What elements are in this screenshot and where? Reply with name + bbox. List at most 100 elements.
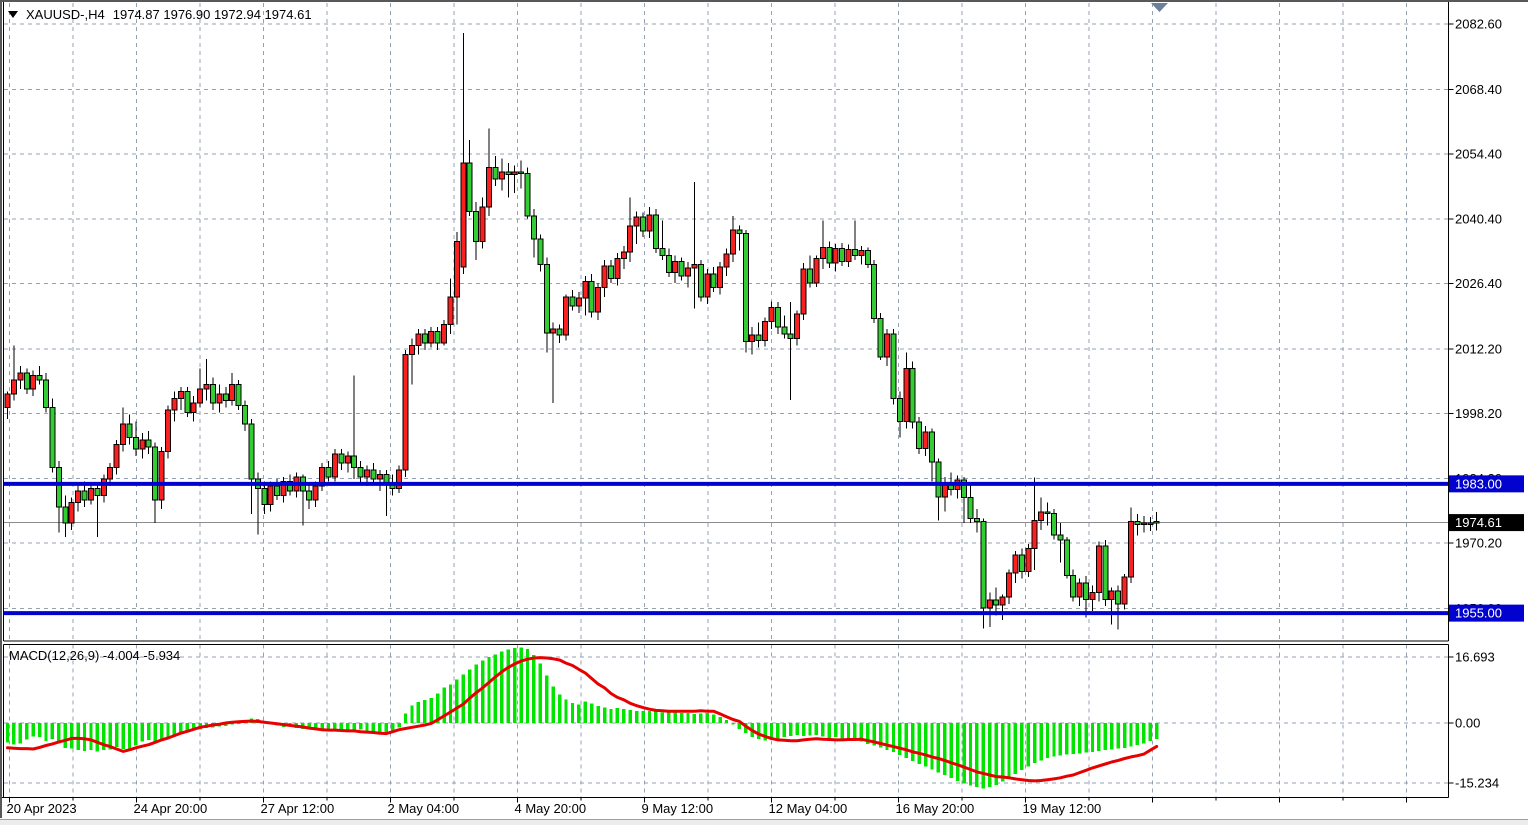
candle xyxy=(338,449,345,471)
macd-signal-line xyxy=(6,656,1159,783)
candle xyxy=(620,246,627,270)
candle xyxy=(633,211,640,244)
candle xyxy=(434,326,441,350)
candle xyxy=(87,483,94,505)
candle xyxy=(306,483,313,510)
chart-shift-marker-icon[interactable] xyxy=(1151,3,1168,12)
candles xyxy=(4,33,1160,630)
indicator-tick-label: -15.234 xyxy=(1455,776,1499,791)
candle xyxy=(1089,585,1096,611)
candle xyxy=(1025,543,1032,578)
candle xyxy=(415,329,422,355)
candle xyxy=(473,202,480,260)
candle xyxy=(749,326,756,355)
candle xyxy=(1102,540,1109,607)
candle xyxy=(10,345,17,401)
candle xyxy=(235,379,242,410)
candle xyxy=(498,158,505,191)
symbol-dropdown-icon[interactable] xyxy=(8,11,18,18)
candle xyxy=(928,428,935,482)
candle xyxy=(1115,585,1122,630)
candle xyxy=(1153,512,1160,531)
macd-indicator-label: MACD(12,26,9) -4.004 -5.934 xyxy=(9,648,181,663)
candle xyxy=(1044,502,1051,526)
svg-text:1983.00: 1983.00 xyxy=(1455,476,1502,491)
candle xyxy=(158,446,165,510)
candle xyxy=(607,259,614,284)
candle xyxy=(819,220,826,270)
candle xyxy=(261,481,268,514)
candle xyxy=(209,377,216,410)
chart-title: XAUUSD-,H4 1974.87 1976.90 1972.94 1974.… xyxy=(8,7,312,22)
candle xyxy=(755,322,762,348)
candle xyxy=(563,294,570,341)
candle xyxy=(1031,477,1038,571)
candle xyxy=(999,594,1006,621)
price-tick-label: 1970.20 xyxy=(1455,535,1502,550)
time-tick-label: 2 May 04:00 xyxy=(388,801,460,816)
candle xyxy=(1050,509,1057,540)
candle xyxy=(896,391,903,438)
candle xyxy=(43,373,50,413)
candle xyxy=(845,244,852,267)
candle xyxy=(1147,517,1154,531)
candle xyxy=(781,315,788,339)
candle xyxy=(890,329,897,405)
candle xyxy=(511,165,518,193)
candle xyxy=(1057,523,1064,563)
candle xyxy=(659,220,666,260)
candle xyxy=(344,451,351,473)
candle xyxy=(575,292,582,314)
candle xyxy=(1018,548,1025,579)
candle xyxy=(685,262,692,288)
time-tick-label: 19 May 12:00 xyxy=(1023,801,1102,816)
candle xyxy=(672,255,679,284)
candle xyxy=(710,266,717,293)
svg-text:1974.61: 1974.61 xyxy=(1455,515,1502,530)
candle xyxy=(1095,541,1102,602)
window-left-edge xyxy=(0,0,2,818)
candle xyxy=(1038,497,1045,531)
candle xyxy=(331,449,338,482)
candle xyxy=(49,398,56,473)
candle xyxy=(1108,587,1115,625)
candle xyxy=(909,361,916,429)
horizontal-levels xyxy=(4,481,1449,616)
candle xyxy=(717,262,724,295)
candle xyxy=(1063,536,1070,579)
candle xyxy=(839,242,846,266)
candle xyxy=(922,426,929,457)
candle xyxy=(697,259,704,302)
candle xyxy=(973,509,980,533)
candle xyxy=(139,433,146,459)
price-tick-label: 2054.40 xyxy=(1455,147,1502,162)
candle xyxy=(871,259,878,324)
candle xyxy=(884,329,891,367)
candle xyxy=(370,463,377,484)
candle xyxy=(742,229,749,353)
candle xyxy=(441,319,448,346)
candle xyxy=(665,248,672,278)
symbol-timeframe-label: XAUUSD-,H4 xyxy=(26,7,105,22)
price-tick-label: 2082.60 xyxy=(1455,17,1502,32)
candle xyxy=(68,497,75,531)
time-tick-label: 27 Apr 12:00 xyxy=(261,801,335,816)
candle xyxy=(145,430,152,454)
time-axis[interactable]: 20 Apr 2023 24 Apr 20:00 27 Apr 12:00 2 May… xyxy=(7,797,1407,817)
candle xyxy=(113,439,120,475)
candle xyxy=(197,368,204,408)
candle xyxy=(903,352,910,429)
candle xyxy=(120,407,127,452)
candle xyxy=(794,310,801,346)
candle xyxy=(396,465,403,494)
candle xyxy=(736,225,743,251)
candle xyxy=(1070,569,1077,602)
candle xyxy=(1076,578,1083,607)
current-price-badge: 1974.61 xyxy=(1449,514,1524,532)
candle xyxy=(646,206,653,239)
candle xyxy=(126,414,133,445)
candle xyxy=(1128,507,1134,584)
candle xyxy=(864,247,871,268)
